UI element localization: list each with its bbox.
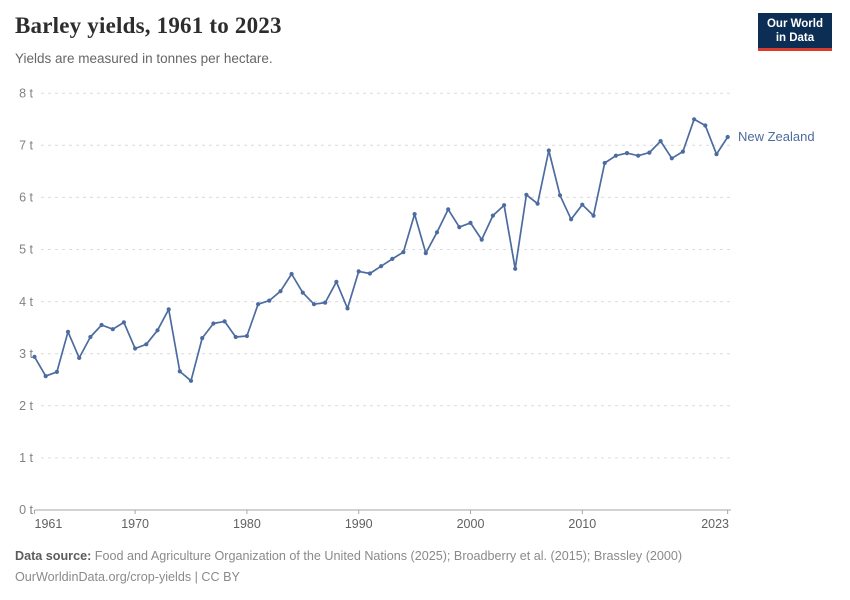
chart-subtitle: Yields are measured in tonnes per hectar…	[15, 51, 273, 66]
data-point-1986[interactable]	[311, 302, 317, 307]
y-tick-label-4: 4 t	[19, 295, 33, 309]
data-point-2013[interactable]	[613, 153, 619, 158]
y-tick-label-2: 2 t	[19, 399, 33, 413]
data-point-2020[interactable]	[692, 117, 697, 122]
x-tick-label-2000: 2000	[457, 517, 485, 531]
data-source-label: Data source:	[15, 549, 92, 563]
series-label-new-zealand: New Zealand	[738, 129, 815, 144]
data-point-2017[interactable]	[658, 139, 663, 144]
data-point-1963[interactable]	[54, 369, 60, 374]
x-tick-label-2023: 2023	[701, 517, 729, 531]
data-point-1998[interactable]	[446, 207, 451, 212]
data-point-1988[interactable]	[334, 279, 339, 284]
data-point-1971[interactable]	[144, 342, 149, 347]
page-title: Barley yields, 1961 to 2023	[15, 13, 282, 38]
data-point-2001[interactable]	[479, 237, 484, 242]
data-point-1984[interactable]	[289, 271, 294, 277]
owid-logo-line1: Our World	[766, 18, 823, 30]
data-point-1980[interactable]	[244, 333, 249, 339]
data-point-1975[interactable]	[188, 378, 194, 383]
data-point-1995[interactable]	[412, 212, 417, 217]
data-point-2009[interactable]	[569, 217, 574, 222]
data-point-2021[interactable]	[703, 123, 708, 128]
data-point-1977[interactable]	[211, 321, 216, 326]
data-point-1976[interactable]	[200, 336, 205, 341]
data-point-2006[interactable]	[535, 201, 540, 206]
y-tick-label-6: 6 t	[19, 191, 33, 205]
data-point-1982[interactable]	[267, 298, 272, 303]
data-point-2015[interactable]	[636, 153, 641, 158]
data-point-1968[interactable]	[110, 327, 115, 332]
y-tick-label-5: 5 t	[19, 243, 33, 257]
data-point-2019[interactable]	[680, 149, 686, 154]
x-tick-label-2010: 2010	[568, 517, 596, 531]
data-point-1997[interactable]	[434, 230, 440, 235]
owid-logo: Our World in Data	[757, 13, 832, 51]
y-axis-labels: 0 t 1 t 2 t 3 t 4 t 5 t 6 t 7 t 8 t	[19, 86, 33, 517]
x-tick-label-1961: 1961	[35, 517, 63, 531]
data-point-1996[interactable]	[423, 251, 428, 256]
data-point-1973[interactable]	[166, 307, 171, 312]
y-tick-label-3: 3 t	[19, 347, 33, 361]
data-point-2023[interactable]	[725, 134, 730, 140]
y-tick-label-7: 7 t	[19, 139, 33, 153]
data-source-text: Food and Agriculture Organization of the…	[94, 549, 683, 563]
data-point-1978[interactable]	[222, 319, 227, 324]
data-point-1961[interactable]	[32, 354, 37, 359]
data-point-1989[interactable]	[345, 306, 350, 311]
data-point-1991[interactable]	[367, 271, 372, 276]
data-point-1985[interactable]	[300, 290, 305, 295]
data-point-2010[interactable]	[580, 202, 585, 207]
data-point-1979[interactable]	[233, 334, 238, 340]
data-point-1967[interactable]	[99, 322, 104, 328]
data-point-1972[interactable]	[155, 328, 160, 333]
series-markers-new-zealand[interactable]	[32, 117, 730, 383]
x-tick-label-1970: 1970	[121, 517, 149, 531]
data-point-1987[interactable]	[323, 300, 328, 305]
data-point-1974[interactable]	[177, 369, 182, 374]
data-point-2004[interactable]	[513, 266, 518, 271]
x-tick-label-1980: 1980	[233, 517, 261, 531]
data-point-2016[interactable]	[647, 150, 652, 155]
data-point-2005[interactable]	[524, 192, 529, 197]
data-point-2011[interactable]	[591, 213, 596, 218]
data-point-1970[interactable]	[133, 346, 138, 351]
y-tick-label-1: 1 t	[19, 451, 33, 465]
footer-source-line: Data source: Food and Agriculture Organi…	[15, 546, 775, 567]
x-tick-label-1990: 1990	[345, 517, 373, 531]
x-axis: 1961 1970 1980 1990 2000 2010 2023	[34, 509, 731, 531]
data-point-1992[interactable]	[379, 264, 384, 269]
data-point-1981[interactable]	[256, 302, 261, 307]
data-point-1965[interactable]	[77, 355, 82, 360]
footer: Data source: Food and Agriculture Organi…	[15, 546, 775, 588]
data-point-1966[interactable]	[88, 334, 93, 340]
y-tick-label-8: 8 t	[19, 86, 33, 100]
data-point-2008[interactable]	[557, 193, 563, 198]
data-point-2012[interactable]	[602, 160, 607, 166]
y-tick-label-0: 0 t	[19, 503, 33, 517]
data-point-1969[interactable]	[121, 320, 126, 325]
data-point-2007[interactable]	[546, 148, 551, 153]
data-point-2014[interactable]	[624, 151, 630, 156]
data-point-2000[interactable]	[468, 220, 473, 225]
data-point-1990[interactable]	[356, 269, 361, 274]
data-point-1964[interactable]	[65, 329, 71, 334]
data-point-2002[interactable]	[490, 213, 495, 218]
data-point-2022[interactable]	[714, 152, 719, 157]
data-point-1993[interactable]	[390, 256, 395, 261]
data-point-1983[interactable]	[278, 289, 283, 294]
data-point-2018[interactable]	[669, 156, 674, 161]
y-gridlines	[41, 92, 731, 459]
owid-logo-line2: in Data	[775, 32, 815, 44]
data-point-1962[interactable]	[43, 374, 48, 379]
data-point-1994[interactable]	[401, 250, 406, 255]
footer-license-line: OurWorldinData.org/crop-yields | CC BY	[15, 570, 240, 584]
data-point-2003[interactable]	[502, 203, 507, 208]
data-point-1999[interactable]	[457, 225, 462, 230]
